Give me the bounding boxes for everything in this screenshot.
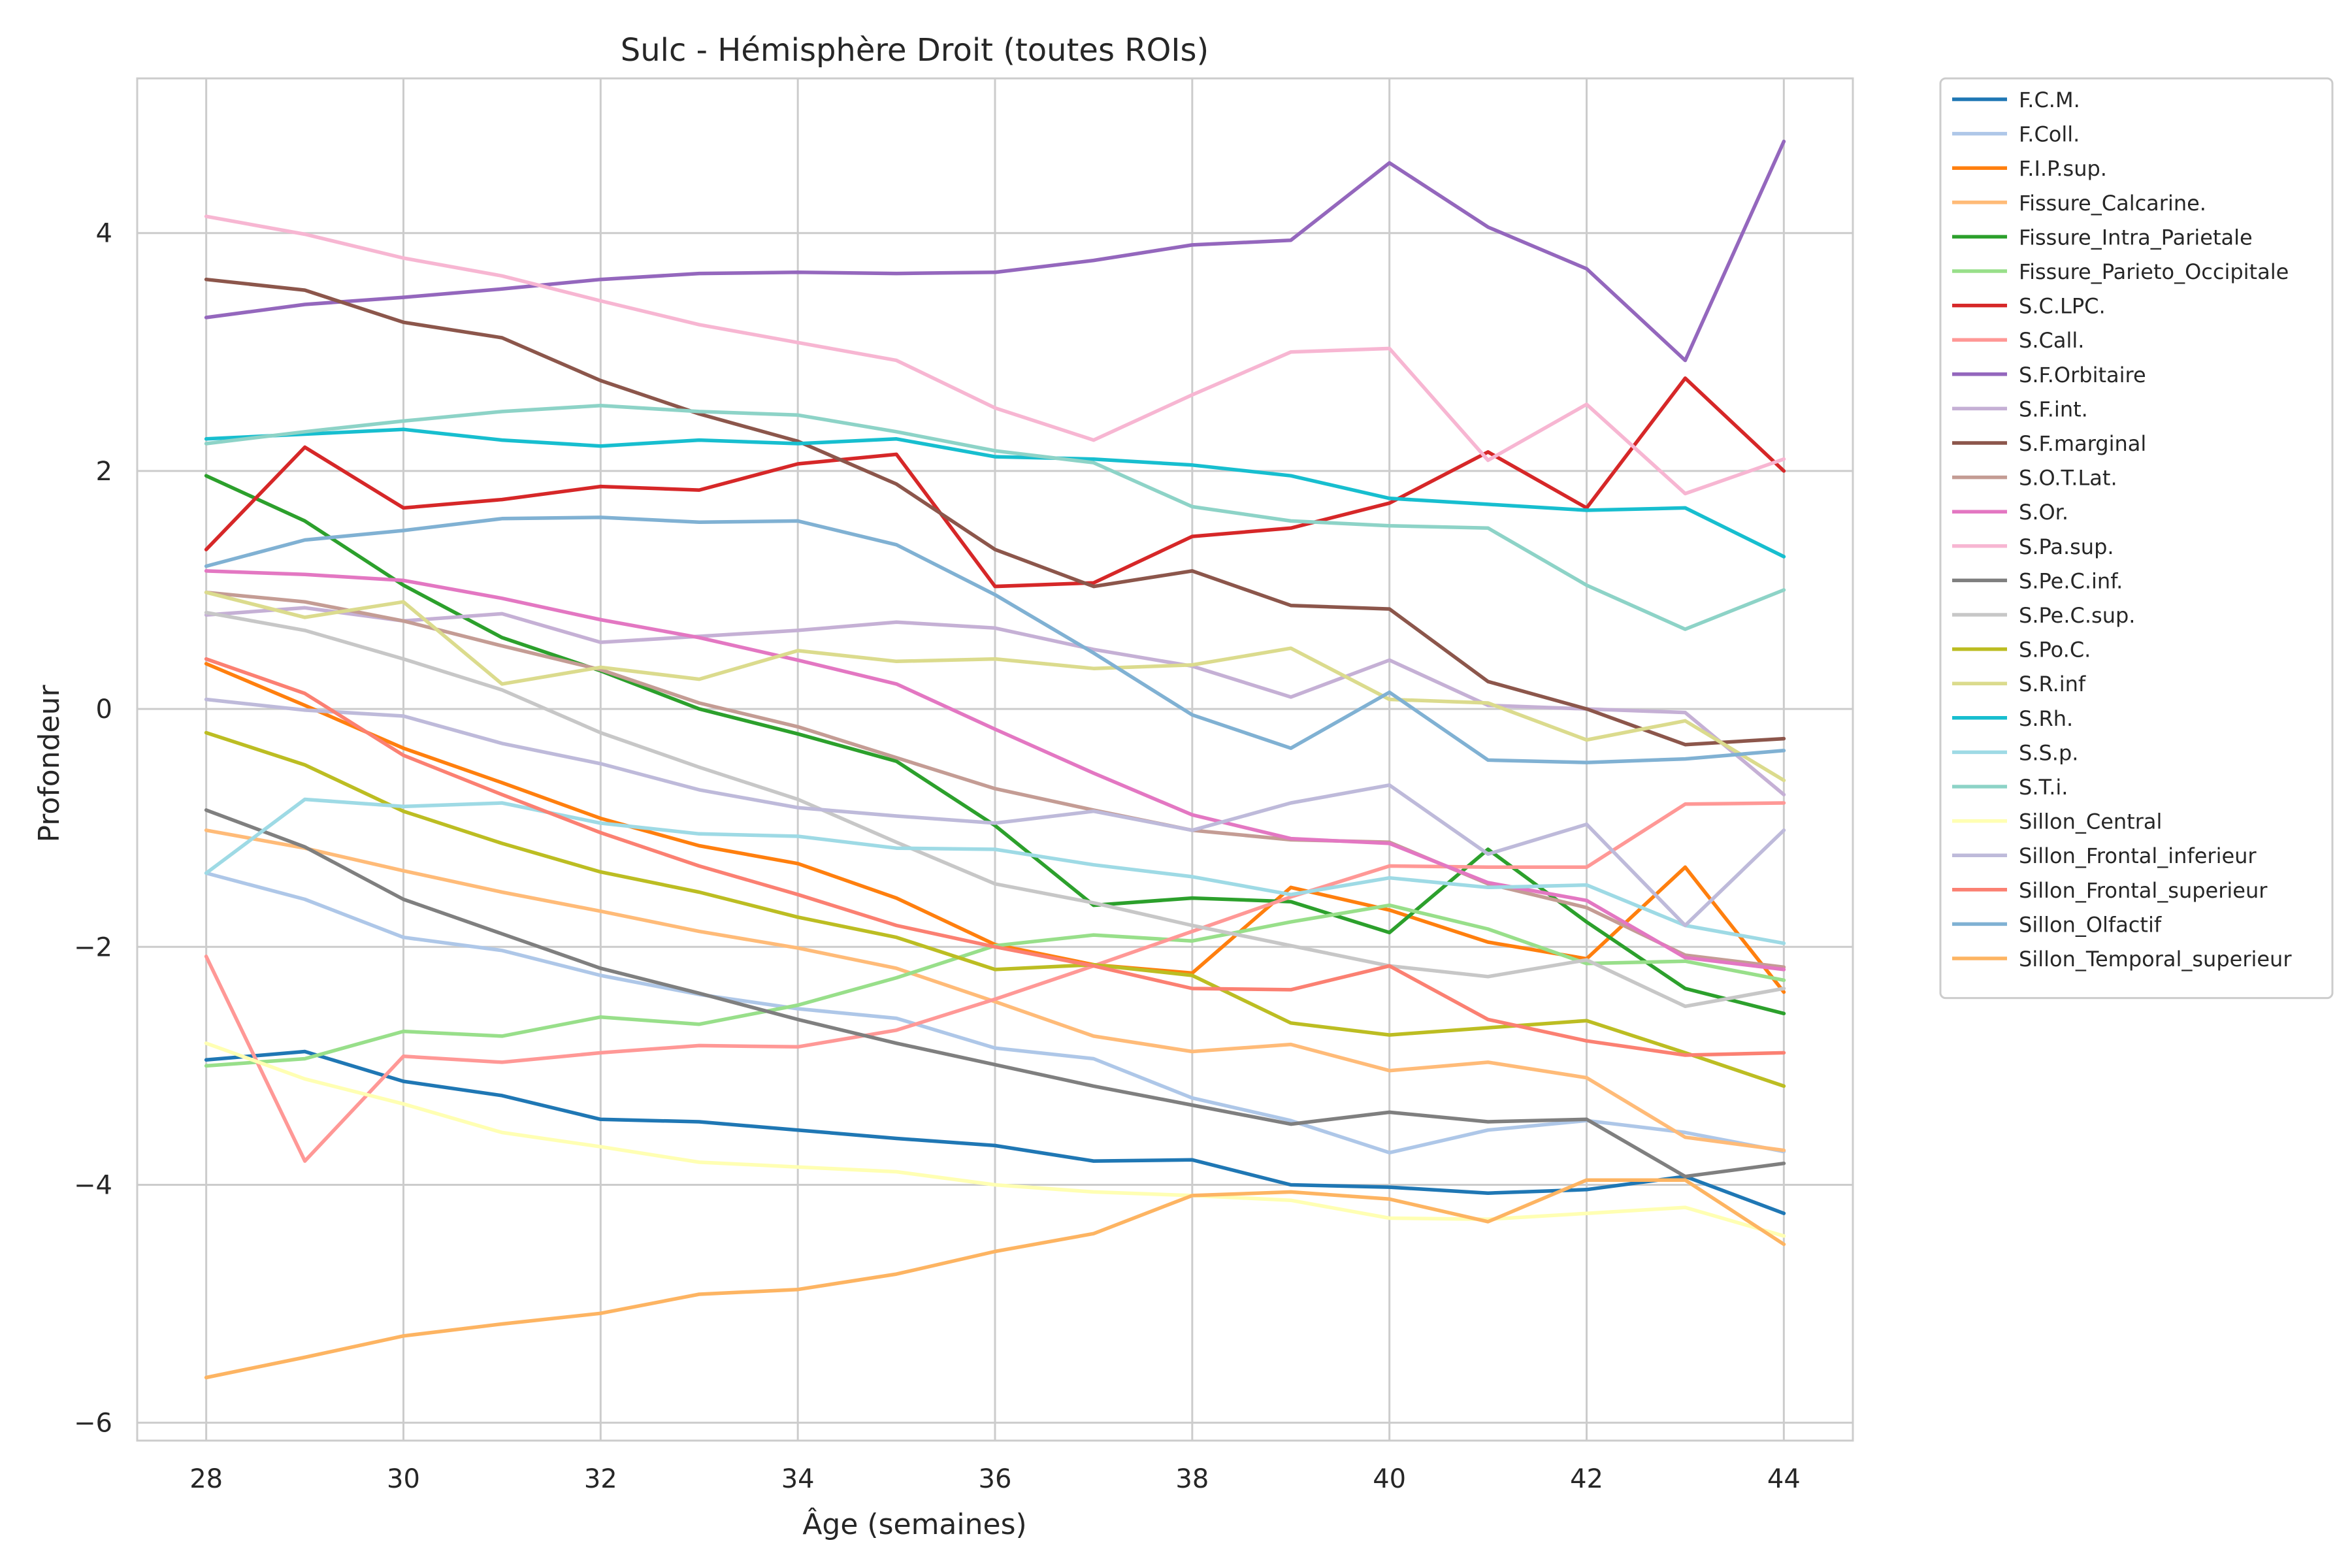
series-line-6 <box>204 376 1786 589</box>
series-line-7 <box>204 801 1786 1163</box>
series-line-19 <box>204 797 1786 945</box>
series-line-24 <box>204 515 1786 764</box>
legend-label: Sillon_Olfactif <box>2019 912 2162 937</box>
x-tick-label: 40 <box>1373 1464 1406 1494</box>
legend-label: S.F.marginal <box>2019 431 2146 456</box>
legend-label: S.F.int. <box>2019 397 2088 421</box>
x-tick-label: 44 <box>1767 1464 1801 1494</box>
series-line-25 <box>204 1178 1786 1380</box>
y-tick-label: 4 <box>96 219 112 249</box>
legend-label: S.Rh. <box>2019 706 2073 731</box>
series-line-12 <box>204 569 1786 972</box>
x-axis-label: Âge (semaines) <box>802 1507 1026 1541</box>
series-line-11 <box>204 590 1786 970</box>
legend-label: Sillon_Frontal_superieur <box>2019 878 2268 903</box>
y-tick-label: −6 <box>74 1409 112 1439</box>
x-tick-label: 34 <box>781 1464 815 1494</box>
series-line-20 <box>204 404 1786 631</box>
y-tick-label: −2 <box>74 932 112 962</box>
series-line-9 <box>204 606 1786 796</box>
y-tick-label: 2 <box>96 457 112 487</box>
legend-label: S.F.Orbitaire <box>2019 363 2146 387</box>
legend-label: F.I.P.sup. <box>2019 156 2107 181</box>
y-axis-label: Profondeur <box>33 685 66 843</box>
legend-label: S.T.i. <box>2019 775 2068 800</box>
plot-frame <box>136 77 1854 1442</box>
series-line-3 <box>204 828 1786 1152</box>
legend-label: S.Pe.C.sup. <box>2019 603 2135 628</box>
legend-label: Sillon_Central <box>2019 809 2162 834</box>
legend-label: F.C.M. <box>2019 88 2080 112</box>
y-tick-labels: −6 −4 −2 0 2 4 <box>74 219 112 1439</box>
series-line-17 <box>204 590 1786 783</box>
y-tick-label: 0 <box>96 694 112 725</box>
chart-title: Sulc - Hémisphère Droit (toutes ROIs) <box>621 32 1209 69</box>
series-line-1 <box>204 871 1786 1155</box>
legend-label: S.Po.C. <box>2019 638 2091 662</box>
series-line-18 <box>204 427 1786 559</box>
legend-label: Sillon_Frontal_inferieur <box>2019 843 2257 868</box>
y-tick-label: −4 <box>74 1170 112 1200</box>
legend-label: Fissure_Intra_Parietale <box>2019 225 2253 250</box>
series-line-22 <box>204 697 1786 928</box>
series-line-10 <box>204 277 1786 747</box>
legend-label: S.S.p. <box>2019 740 2078 765</box>
legend-label: S.O.T.Lat. <box>2019 466 2117 491</box>
legend: F.C.M. F.Coll. F.I.P.sup. Fissure_Calcarine… <box>1939 77 2334 1000</box>
x-tick-label: 28 <box>189 1464 223 1494</box>
legend-label: S.Pe.C.inf. <box>2019 568 2123 593</box>
series-line-8 <box>204 139 1786 363</box>
legend-label: Sillon_Temporal_superieur <box>2019 947 2292 972</box>
legend-label: F.Coll. <box>2019 122 2080 147</box>
series-line-13 <box>204 214 1786 496</box>
series-line-14 <box>204 808 1786 1179</box>
legend-label: S.Or. <box>2019 500 2068 525</box>
x-tick-label: 42 <box>1570 1464 1603 1494</box>
series-line-4 <box>204 474 1786 1016</box>
series-line-23 <box>204 657 1786 1057</box>
series-lines <box>204 139 1786 1380</box>
x-tick-labels: 28 30 32 34 36 38 40 42 44 <box>189 1464 1801 1494</box>
x-tick-label: 36 <box>979 1464 1012 1494</box>
x-tick-label: 38 <box>1175 1464 1209 1494</box>
series-line-0 <box>204 1049 1786 1215</box>
x-tick-label: 32 <box>584 1464 617 1494</box>
legend-label: Fissure_Parieto_Occipitale <box>2019 259 2289 284</box>
x-tick-label: 30 <box>387 1464 420 1494</box>
legend-label: S.R.inf <box>2019 672 2086 696</box>
legend-box <box>1939 77 2334 1000</box>
legend-label: S.Pa.sup. <box>2019 534 2114 559</box>
legend-label: S.Call. <box>2019 328 2084 353</box>
series-line-21 <box>204 1041 1786 1238</box>
series-line-15 <box>204 610 1786 1009</box>
legend-label: S.C.LPC. <box>2019 294 2106 319</box>
legend-label: Fissure_Calcarine. <box>2019 191 2206 216</box>
